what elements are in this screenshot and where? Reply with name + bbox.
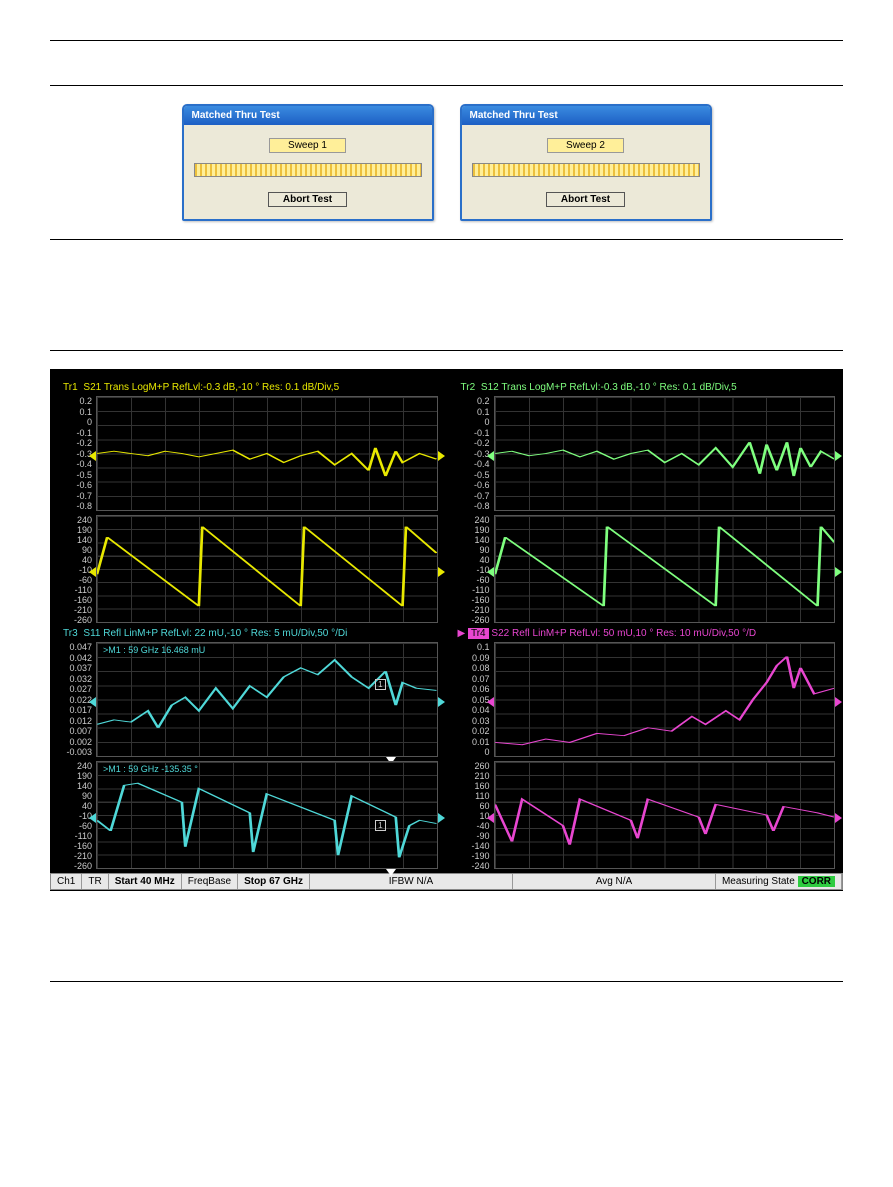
- tr3m-ref-right: [438, 697, 445, 707]
- status-measuring: Measuring State CORR: [716, 874, 842, 889]
- tr2-mag-chart[interactable]: 0.20.10-0.1-0.2-0.3-0.4-0.5-0.6-0.7-0.8: [456, 396, 836, 511]
- tr2p-ref-right: [835, 567, 842, 577]
- sweep2-label: Sweep 2: [547, 138, 624, 153]
- tr2-ref-marker-right: [835, 451, 842, 461]
- status-freqbase[interactable]: FreqBase: [182, 874, 238, 889]
- status-start[interactable]: Start 40 MHz: [109, 874, 182, 889]
- dialog-sweep1: Matched Thru Test Sweep 1 Abort Test: [182, 104, 434, 221]
- tr1-phase-line: [97, 527, 437, 607]
- progress-bar-1: [194, 163, 422, 177]
- tr1-mag-line: [97, 448, 437, 476]
- tr3p-ref-left: [89, 813, 96, 823]
- tr3m-ref-left: [89, 697, 96, 707]
- tr3p-ref-right: [438, 813, 445, 823]
- tr4-phase-chart[interactable]: 2602101601106010-40-90-140-190-240: [456, 761, 836, 869]
- status-avg: Avg N/A: [513, 874, 716, 889]
- tr2p-ref-left: [487, 567, 494, 577]
- sweep1-label: Sweep 1: [269, 138, 346, 153]
- tr4p-ref-right: [835, 813, 842, 823]
- status-stop[interactable]: Stop 67 GHz: [238, 874, 310, 889]
- tr3-label: Tr3 S11 Refl LinM+P RefLvl: 22 mU,-10 ° …: [58, 627, 438, 640]
- tr2-mag-line: [495, 442, 835, 476]
- abort-button-1[interactable]: Abort Test: [268, 192, 347, 207]
- tr3-marker-text: >M1 : 59 GHz 16.468 mU: [103, 645, 205, 655]
- tr4-mag-line: [495, 657, 835, 745]
- abort-button-2[interactable]: Abort Test: [546, 192, 625, 207]
- corr-badge: CORR: [798, 876, 835, 887]
- tr3-mag-line: [97, 660, 437, 728]
- caret-icon: ▶: [458, 628, 466, 639]
- tr4m-ref-right: [835, 697, 842, 707]
- status-bar: Ch1 TR Start 40 MHz FreqBase Stop 67 GHz…: [50, 873, 843, 890]
- vna-display: Tr1 S21 Trans LogM+P RefLvl:-0.3 dB,-10 …: [50, 369, 843, 890]
- tr1p-ref-left: [89, 567, 96, 577]
- tr2-phase-chart[interactable]: 2401901409040-10-60-110-160-210-260: [456, 515, 836, 623]
- rule-bottom: [50, 981, 843, 982]
- tr2-phase-line: [495, 527, 835, 607]
- tr3-phase-chart[interactable]: 2401901409040-10-60-110-160-210-260 >M1 …: [58, 761, 438, 869]
- tr1p-ref-right: [438, 567, 445, 577]
- tr4-phase-line: [495, 799, 835, 845]
- dialog-title-2: Matched Thru Test: [462, 106, 710, 125]
- tr4m-ref-left: [487, 697, 494, 707]
- status-channel[interactable]: Ch1: [51, 874, 82, 889]
- tr1-mag-chart[interactable]: 0.20.10-0.1-0.2-0.3-0.4-0.5-0.6-0.7-0.8: [58, 396, 438, 511]
- status-tr[interactable]: TR: [82, 874, 108, 889]
- rule-4: [50, 350, 843, 351]
- status-ifbw: IFBW N/A: [310, 874, 513, 889]
- tr2-ref-marker-left: [487, 451, 494, 461]
- tr4-label: ▶ Tr4 S22 Refl LinM+P RefLvl: 50 mU,10 °…: [456, 627, 836, 640]
- tr1-phase-chart[interactable]: 2401901409040-10-60-110-160-210-260: [58, 515, 438, 623]
- tr4-mag-chart[interactable]: 0.10.090.080.070.060.050.040.030.020.010: [456, 642, 836, 757]
- tr3p-marker-box[interactable]: 1: [375, 820, 385, 831]
- tr3-marker-box[interactable]: 1: [375, 679, 385, 690]
- tr2-label: Tr2 S12 Trans LogM+P RefLvl:-0.3 dB,-10 …: [456, 381, 836, 394]
- tr1-label: Tr1 S21 Trans LogM+P RefLvl:-0.3 dB,-10 …: [58, 381, 438, 394]
- tr1-ref-marker-right: [438, 451, 445, 461]
- dialog-title-1: Matched Thru Test: [184, 106, 432, 125]
- tr3p-x-marker: [386, 869, 396, 876]
- tr1-ref-marker-left: [89, 451, 96, 461]
- tr3-mag-chart[interactable]: 0.0470.0420.0370.0320.0270.0220.0170.012…: [58, 642, 438, 757]
- tr4p-ref-left: [487, 813, 494, 823]
- dialog-sweep2: Matched Thru Test Sweep 2 Abort Test: [460, 104, 712, 221]
- progress-bar-2: [472, 163, 700, 177]
- tr3-phase-marker-text: >M1 : 59 GHz -135.35 °: [103, 764, 198, 774]
